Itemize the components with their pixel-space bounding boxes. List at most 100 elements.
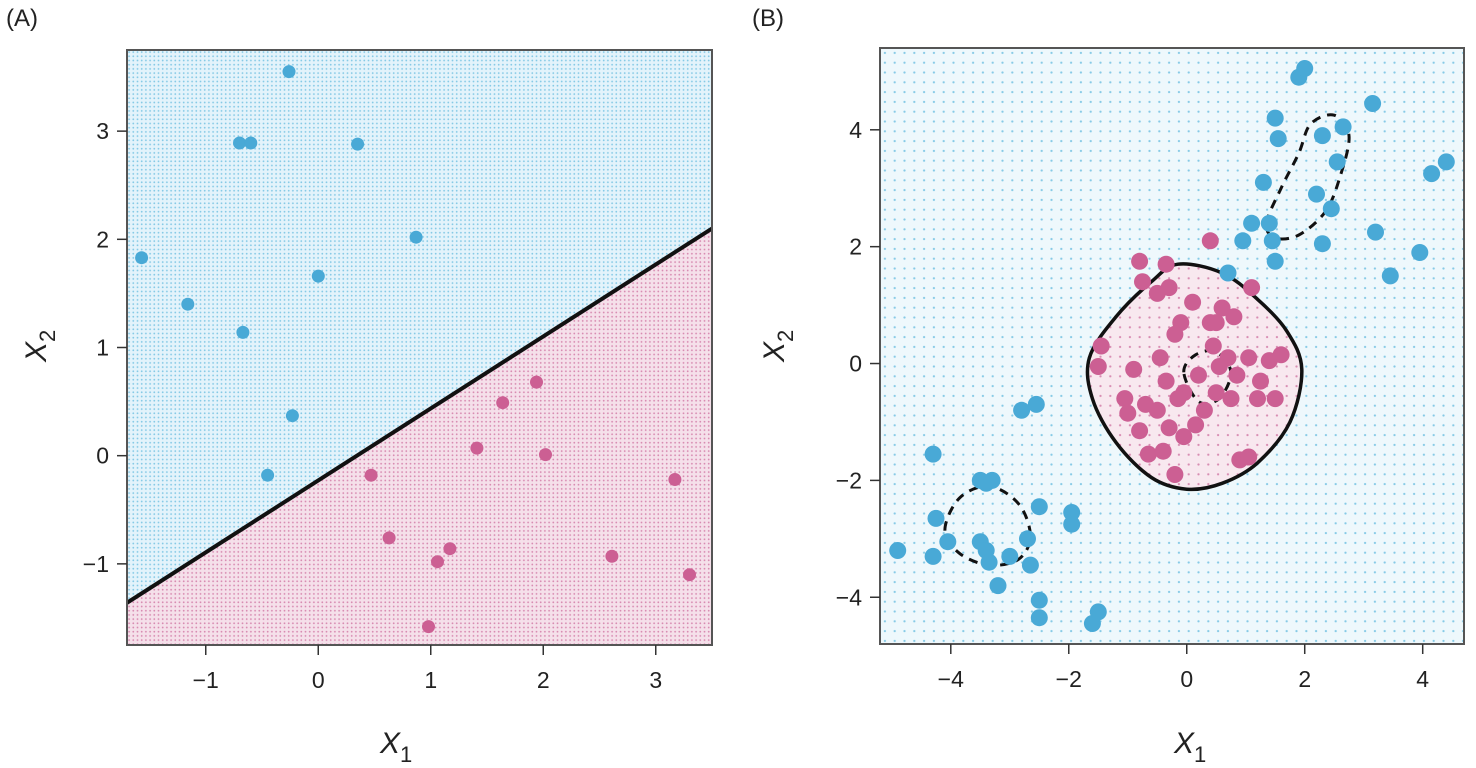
panel-b-x-axis-title: X1 — [1173, 727, 1206, 767]
pink-point — [1089, 358, 1107, 375]
blue-point — [1030, 498, 1048, 516]
x-tick-label: 0 — [1180, 666, 1193, 692]
blue-point — [1013, 401, 1031, 419]
blue-point — [282, 65, 296, 79]
pink-point — [1131, 252, 1149, 270]
pink-point — [422, 620, 435, 634]
blue-point — [1001, 547, 1019, 565]
x-tick-label: 1 — [424, 667, 437, 693]
panel-b-frame — [879, 47, 1465, 645]
blue-point — [244, 136, 258, 150]
pink-point — [605, 549, 619, 563]
pink-point — [1213, 299, 1231, 317]
panel-a-decision-boundary — [127, 226, 712, 605]
x-tick-label: 3 — [649, 667, 662, 693]
panel-a-plot-area — [127, 50, 712, 645]
blue-point — [1322, 200, 1340, 218]
y-tick-label: 4 — [849, 117, 862, 143]
y-tick-label: −4 — [836, 584, 862, 610]
y-tick-label: 3 — [96, 118, 109, 144]
panel-a-label: (A) — [6, 5, 38, 32]
dashed-boundary-1 — [1264, 113, 1351, 241]
blue-point — [1328, 153, 1346, 171]
blue-point — [939, 533, 957, 551]
blue-point — [1411, 244, 1429, 261]
panel-a: (A) −1 0 1 2 3 −1 0 1 2 3 X1 X2 — [6, 5, 713, 767]
panel-a-x-ticks: −1 0 1 2 3 — [193, 645, 662, 693]
pink-point — [1175, 428, 1193, 446]
pink-point — [1116, 390, 1134, 408]
blue-point — [1296, 60, 1314, 77]
blue-point — [1219, 264, 1237, 282]
pink-point — [539, 448, 552, 462]
blue-point — [924, 547, 942, 565]
blue-point — [181, 297, 195, 311]
blue-point — [311, 269, 325, 283]
blue-point — [1364, 95, 1382, 112]
blue-point — [135, 251, 149, 265]
blue-point — [983, 471, 1001, 489]
pink-point — [470, 441, 484, 455]
blue-point — [1437, 153, 1455, 171]
panel-a-region-pink — [127, 228, 712, 645]
y-tick-label: 2 — [849, 234, 862, 260]
x-tick-label: 2 — [537, 667, 550, 693]
blue-point — [261, 468, 275, 482]
pink-point — [364, 468, 378, 482]
pink-point — [1125, 360, 1143, 378]
blue-point — [1334, 118, 1352, 136]
pink-point — [668, 473, 682, 486]
y-tick-label: 2 — [96, 226, 109, 252]
x-tick-label: 0 — [312, 667, 325, 693]
blue-point — [1313, 235, 1331, 253]
blue-point — [1313, 127, 1331, 145]
pink-point — [1204, 337, 1222, 355]
pink-point — [1240, 349, 1258, 367]
pink-point — [1119, 404, 1137, 422]
panel-b-plot-area — [880, 48, 1464, 644]
blue-point — [1027, 395, 1045, 413]
blue-point — [285, 409, 299, 423]
y-tick-label: −1 — [83, 551, 109, 577]
panel-b-x-ticks: −4 −2 0 2 4 — [938, 644, 1429, 692]
panel-b: (B) −4 −2 0 2 4 −4 −2 0 2 4 X1 X2 — [752, 5, 1465, 767]
blue-point — [1030, 609, 1048, 627]
blue-point — [1254, 173, 1272, 191]
blue-point — [1381, 267, 1399, 285]
blue-point — [1234, 232, 1252, 250]
pink-point — [1131, 422, 1149, 440]
blue-point — [1423, 165, 1441, 183]
pink-point — [1272, 346, 1290, 364]
panel-a-y-ticks: −1 0 1 2 3 — [83, 118, 127, 577]
panel-b-points — [889, 60, 1455, 632]
pink-point — [1160, 279, 1178, 297]
blue-point — [1263, 232, 1281, 250]
blue-point — [989, 577, 1007, 595]
blue-point — [980, 553, 998, 571]
pink-point — [530, 375, 543, 389]
blue-point — [1019, 530, 1036, 548]
blue-point — [1260, 214, 1278, 232]
blue-point — [1063, 504, 1081, 521]
pink-point — [683, 568, 696, 582]
x-tick-label: −2 — [1056, 666, 1082, 692]
pink-point — [1210, 358, 1228, 375]
panel-b-label: (B) — [752, 5, 784, 32]
blue-point — [1063, 515, 1081, 533]
pink-point — [1190, 366, 1207, 384]
pink-point — [1207, 314, 1225, 332]
pink-point — [1249, 390, 1266, 408]
pink-point — [1266, 390, 1284, 408]
pink-point — [1157, 255, 1175, 273]
pink-point — [382, 531, 396, 545]
pink-point — [443, 542, 457, 556]
pink-point — [1252, 372, 1269, 390]
panel-b-y-ticks: −4 −2 0 2 4 — [836, 117, 880, 610]
x-tick-label: 4 — [1416, 666, 1429, 692]
blue-point — [351, 137, 365, 151]
blue-point — [1266, 252, 1284, 270]
pink-point — [1134, 273, 1151, 291]
blue-point — [1367, 223, 1384, 241]
panel-b-decision-boundary-solid — [1085, 262, 1304, 492]
pink-point — [431, 555, 444, 569]
